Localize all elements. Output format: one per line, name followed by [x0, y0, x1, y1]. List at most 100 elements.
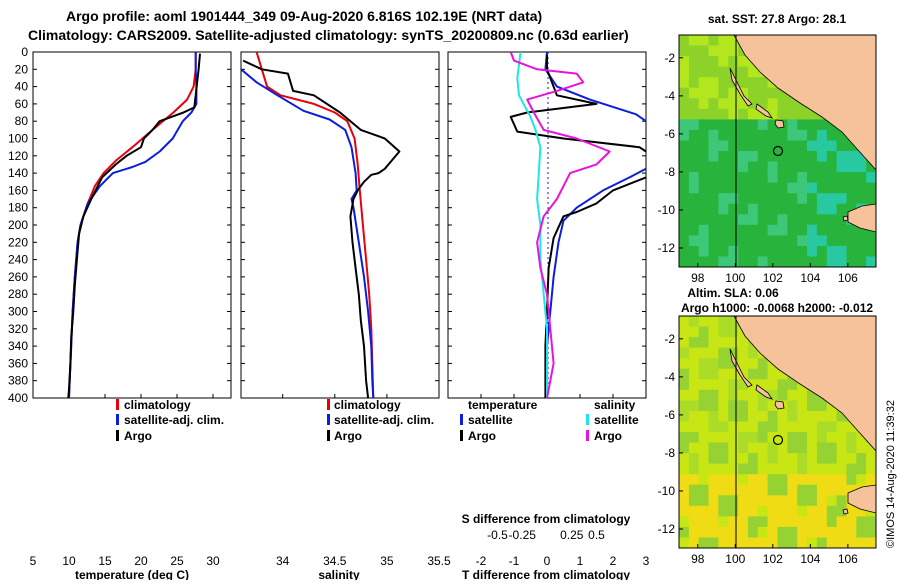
- map-cell: [748, 140, 759, 152]
- map-cell: [698, 140, 709, 152]
- map-cell: [767, 432, 778, 443]
- map-cell: [846, 537, 857, 548]
- map-cell: [846, 516, 857, 528]
- map-cell: [728, 495, 739, 507]
- map-cell: [728, 389, 739, 401]
- map-cell: [757, 172, 769, 184]
- map-cell: [698, 66, 709, 78]
- map-cell: [787, 442, 798, 454]
- map-cell: [728, 316, 739, 327]
- map-cell: [688, 203, 700, 215]
- map-cell: [797, 161, 808, 173]
- map-cell: [836, 151, 847, 162]
- map-cell: [738, 87, 749, 99]
- map-cell: [708, 35, 719, 46]
- map-cell: [738, 526, 749, 538]
- sla-map-frame: [678, 315, 877, 549]
- map-cell: [748, 77, 759, 89]
- map-cell: [757, 453, 769, 465]
- map-cell: [777, 203, 788, 215]
- legend-title-salinity: salinity: [594, 398, 636, 412]
- map-cell: [688, 172, 700, 184]
- map-cell: [807, 151, 818, 162]
- map-cell: [807, 119, 818, 131]
- map-cell: [866, 245, 876, 257]
- x-tick-label: 25: [170, 554, 184, 568]
- map-cell: [728, 119, 739, 131]
- legend-label-salinity-argo: Argo: [594, 429, 622, 443]
- map-cell: [728, 526, 739, 538]
- map-cell: [708, 421, 719, 433]
- map-cell: [826, 410, 838, 422]
- map-cell: [777, 421, 788, 433]
- map-cell: [836, 505, 847, 517]
- map-cell: [679, 182, 690, 194]
- map-cell: [679, 77, 690, 89]
- map-cell: [738, 453, 749, 465]
- map-cell: [777, 151, 788, 162]
- map-cell: [826, 193, 838, 205]
- map-cell: [679, 389, 690, 401]
- x-tick-label: 34.5: [323, 554, 347, 568]
- map-cell: [826, 151, 838, 162]
- map-cell: [728, 66, 739, 78]
- map-cell: [757, 463, 769, 475]
- figure-title-line2: Climatology: CARS2009. Satellite-adjuste…: [28, 27, 629, 43]
- map-cell: [767, 526, 778, 538]
- map-cell: [767, 224, 778, 236]
- salinity-line-climatology: [255, 52, 375, 398]
- map-cell: [679, 66, 690, 78]
- map-cell: [738, 442, 749, 454]
- map-x-tick-label: 104: [800, 552, 820, 566]
- map-cell: [767, 193, 778, 205]
- map-cell: [728, 505, 739, 517]
- map-cell: [767, 368, 778, 380]
- map-cell: [688, 421, 700, 433]
- map-cell: [767, 98, 778, 110]
- map-cell: [757, 98, 769, 110]
- map-cell: [708, 193, 719, 205]
- map-cell: [738, 119, 749, 131]
- map-cell: [679, 98, 690, 110]
- depth-tick-label: 140: [8, 166, 28, 180]
- argo-location-marker: [772, 145, 784, 157]
- figure-title-line1: Argo profile: aoml 1901444_349 09-Aug-20…: [66, 8, 542, 24]
- map-cell: [777, 87, 788, 99]
- map-cell: [816, 245, 828, 257]
- map-cell: [797, 256, 808, 267]
- map-cell: [767, 400, 778, 412]
- map-cell: [767, 484, 778, 496]
- map-cell: [836, 224, 847, 236]
- difference-line-temperature-satellite-deep: [546, 167, 646, 398]
- map-cell: [777, 224, 788, 236]
- map-cell: [757, 495, 769, 507]
- map-cell: [718, 432, 729, 443]
- map-cell: [797, 119, 808, 131]
- map-cell: [757, 193, 769, 205]
- map-y-tick-label: -6: [664, 408, 675, 422]
- map-cell: [856, 256, 867, 267]
- map-cell: [718, 337, 729, 349]
- map-cell: [816, 203, 828, 215]
- map-cell: [836, 256, 847, 267]
- map-cell: [807, 463, 818, 475]
- map-cell: [679, 87, 690, 99]
- map-cell: [708, 358, 719, 370]
- map-cell: [836, 161, 847, 173]
- map-cell: [679, 108, 690, 120]
- map-cell: [688, 389, 700, 401]
- map-cell: [787, 256, 798, 267]
- map-cell: [856, 537, 867, 548]
- map-cell: [816, 453, 828, 465]
- map-cell: [797, 516, 808, 528]
- map-cell: [688, 516, 700, 528]
- map-cell: [748, 214, 759, 226]
- depth-tick-label: 20: [15, 62, 29, 76]
- map-cell: [767, 453, 778, 465]
- map-cell: [679, 400, 690, 412]
- map-cell: [708, 347, 719, 359]
- map-cell: [718, 56, 729, 68]
- map-cell: [787, 119, 798, 131]
- map-cell: [856, 182, 867, 194]
- map-cell: [846, 442, 857, 454]
